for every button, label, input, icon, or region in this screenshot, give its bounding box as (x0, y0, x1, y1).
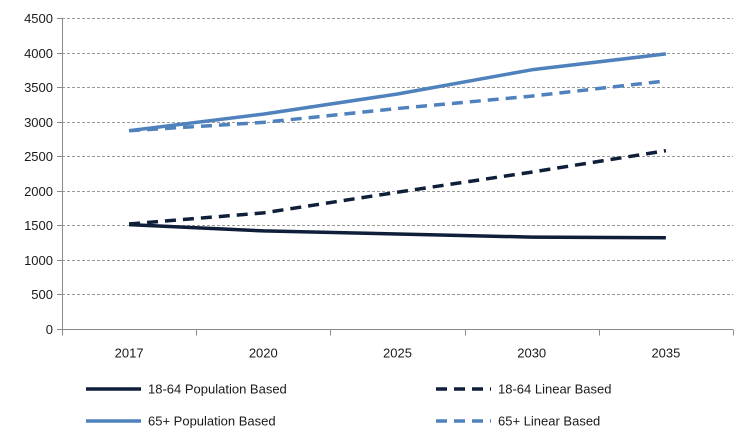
y-tick-label: 500 (31, 287, 53, 302)
legend-label: 18-64 Population Based (148, 382, 287, 397)
x-tick-label: 2017 (115, 346, 144, 361)
series-line-2 (128, 148, 667, 226)
legend-item: 65+ Population Based (86, 414, 276, 429)
y-tick-label: 1500 (24, 218, 53, 233)
y-tick-label: 2500 (24, 149, 53, 164)
legend-item: 65+ Linear Based (436, 414, 600, 429)
legend-label: 18-64 Linear Based (498, 382, 611, 397)
x-tick-label: 2030 (517, 346, 546, 361)
series-line-3 (128, 52, 667, 133)
y-tick-label: 3000 (24, 115, 53, 130)
x-tick-label: 2035 (651, 346, 680, 361)
y-tick-label: 3500 (24, 80, 53, 95)
y-tick-label: 2000 (24, 184, 53, 199)
x-tick-label: 2025 (383, 346, 412, 361)
legend: 18-64 Population Based 18-64 Linear Based… (86, 382, 611, 429)
legend-item: 18-64 Linear Based (436, 382, 611, 397)
y-axis-ticks: 0 500 1000 1500 2000 2500 3000 3500 4000 4500 (24, 11, 53, 337)
legend-label: 65+ Linear Based (498, 414, 600, 429)
x-tick-label: 2020 (249, 346, 278, 361)
legend-item: 18-64 Population Based (86, 382, 287, 397)
x-axis-ticks: 2017 2020 2025 2030 2035 (115, 346, 681, 361)
y-tick-label: 1000 (24, 253, 53, 268)
y-tick-label: 4000 (24, 46, 53, 61)
series-line-4 (128, 79, 667, 133)
series-lines (128, 52, 667, 240)
series-line-1 (129, 222, 666, 240)
axes (57, 18, 734, 336)
y-tick-label: 4500 (24, 11, 53, 26)
y-tick-label: 0 (46, 322, 53, 337)
legend-label: 65+ Population Based (148, 414, 276, 429)
